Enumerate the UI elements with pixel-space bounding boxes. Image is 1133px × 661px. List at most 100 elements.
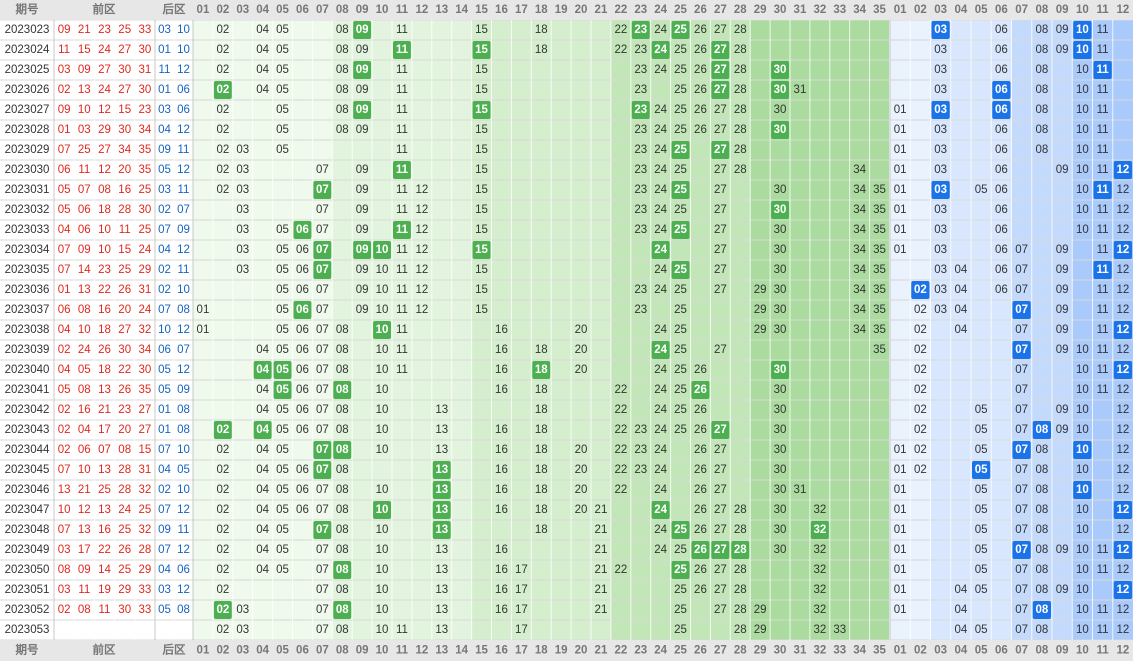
trend-number: 17 — [515, 564, 528, 576]
issue: 2023025 — [5, 64, 50, 76]
trend-number: 08 — [336, 124, 349, 136]
issue: 2023033 — [5, 224, 50, 236]
hit-number: 24 — [654, 44, 667, 56]
trend-number: 01 — [894, 164, 907, 176]
trend-number: 06 — [995, 224, 1008, 236]
front-draw: 18 — [98, 324, 111, 336]
front-col-label: 35 — [873, 645, 886, 657]
trend-number: 27 — [714, 244, 727, 256]
hit-marker — [631, 101, 650, 119]
hit-number: 26 — [694, 544, 707, 556]
front-draw: 21 — [78, 24, 91, 36]
trend-number: 07 — [316, 384, 329, 396]
back-col-label: 06 — [995, 645, 1008, 657]
front-col-label: 18 — [535, 4, 548, 16]
trend-number: 11 — [396, 84, 408, 96]
trend-number: 11 — [1097, 544, 1109, 556]
hit-number: 10 — [376, 504, 389, 516]
trend-number: 11 — [1097, 244, 1109, 256]
hit-marker — [771, 361, 789, 379]
hit-marker — [1113, 161, 1132, 179]
front-col-label: 22 — [614, 4, 627, 16]
trend-number: 28 — [734, 564, 747, 576]
front-col-label: 20 — [575, 645, 588, 657]
trend-number: 05 — [975, 424, 988, 436]
hit-marker — [432, 521, 451, 539]
trend-number: 11 — [1097, 344, 1109, 356]
hit-number: 08 — [336, 564, 349, 576]
front-zone-bg — [551, 20, 572, 640]
trend-number: 21 — [595, 504, 608, 516]
trend-number: 23 — [634, 44, 647, 56]
issue: 2023030 — [5, 164, 50, 176]
back-draw: 06 — [177, 84, 190, 96]
trend-number: 10 — [1076, 344, 1089, 356]
front-col-label: 14 — [455, 645, 468, 657]
hit-number: 02 — [216, 604, 229, 616]
front-col-label: 06 — [296, 645, 309, 657]
trend-number: 08 — [1035, 444, 1048, 456]
back-draw: 08 — [177, 404, 190, 416]
trend-number: 10 — [376, 304, 389, 316]
issue: 2023046 — [5, 484, 50, 496]
trend-number: 03 — [236, 264, 249, 276]
trend-number: 02 — [216, 444, 229, 456]
hit-number: 08 — [1035, 604, 1048, 616]
trend-number: 04 — [256, 464, 269, 476]
trend-number: 12 — [1116, 464, 1129, 476]
trend-number: 23 — [634, 444, 647, 456]
hit-number: 15 — [475, 44, 488, 56]
trend-number: 04 — [954, 324, 967, 336]
trend-number: 22 — [614, 424, 627, 436]
trend-number: 30 — [774, 464, 787, 476]
trend-number: 31 — [794, 84, 807, 96]
trend-number: 09 — [356, 124, 369, 136]
trend-number: 27 — [714, 284, 727, 296]
back-draw: 07 — [158, 224, 171, 236]
trend-number: 08 — [336, 524, 349, 536]
trend-number: 07 — [1015, 604, 1028, 616]
front-draw: 21 — [78, 484, 91, 496]
trend-number: 05 — [975, 504, 988, 516]
trend-number: 11 — [396, 364, 408, 376]
back-col-label: 03 — [934, 645, 947, 657]
front-draw: 05 — [58, 204, 71, 216]
back-draw: 07 — [158, 304, 171, 316]
front-draw: 18 — [98, 204, 111, 216]
trend-number: 11 — [396, 624, 408, 636]
trend-number: 09 — [356, 264, 369, 276]
trend-number: 24 — [654, 444, 667, 456]
hit-number: 25 — [674, 184, 687, 196]
trend-number: 01 — [894, 204, 907, 216]
trend-number: 30 — [774, 264, 787, 276]
back-draw: 08 — [177, 424, 190, 436]
trend-number: 08 — [1035, 104, 1048, 116]
back-zone-bg — [991, 20, 1012, 640]
hit-number: 10 — [376, 244, 389, 256]
front-draw: 31 — [139, 284, 152, 296]
front-col-label: 02 — [216, 4, 229, 16]
trend-number: 10 — [1076, 424, 1089, 436]
front-draw: 21 — [98, 404, 111, 416]
trend-number: 08 — [1035, 24, 1048, 36]
trend-number: 08 — [1035, 124, 1048, 136]
trend-number: 09 — [356, 44, 369, 56]
trend-number: 09 — [356, 164, 369, 176]
back-col-label: 07 — [1015, 645, 1028, 657]
trend-number: 23 — [634, 164, 647, 176]
front-draw: 23 — [98, 264, 111, 276]
trend-number: 04 — [256, 544, 269, 556]
trend-number: 15 — [475, 24, 488, 36]
trend-number: 23 — [634, 184, 647, 196]
trend-number: 24 — [654, 384, 667, 396]
trend-number: 16 — [495, 324, 508, 336]
back-draw: 08 — [177, 304, 190, 316]
trend-number: 25 — [674, 104, 687, 116]
trend-number: 06 — [296, 324, 309, 336]
back-draw: 04 — [158, 564, 171, 576]
trend-number: 15 — [475, 204, 488, 216]
front-draw: 35 — [139, 144, 152, 156]
trend-number: 03 — [934, 144, 947, 156]
trend-number: 15 — [475, 304, 488, 316]
hit-number: 12 — [1116, 324, 1129, 336]
